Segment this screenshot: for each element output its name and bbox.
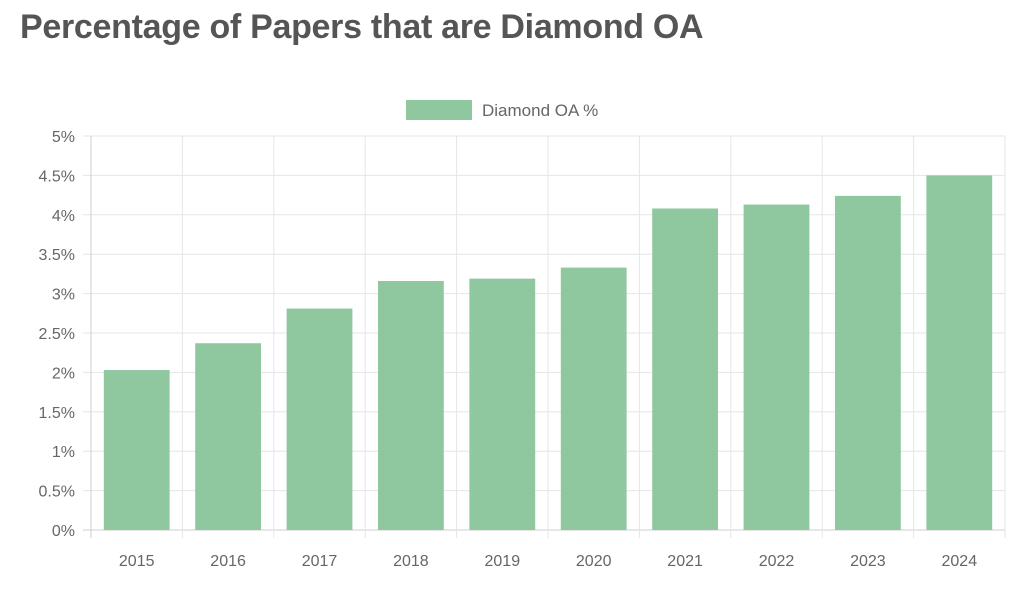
x-tick-label: 2018 bbox=[393, 553, 429, 570]
y-tick-label: 4% bbox=[52, 208, 75, 225]
bar-2023[interactable] bbox=[834, 195, 901, 530]
bar-2015[interactable] bbox=[103, 370, 170, 530]
chart-title: Percentage of Papers that are Diamond OA bbox=[20, 8, 704, 46]
bar-2017[interactable] bbox=[286, 308, 353, 530]
bar-2021[interactable] bbox=[652, 208, 719, 530]
y-tick-label: 1.5% bbox=[39, 405, 75, 422]
bars bbox=[103, 175, 993, 530]
x-tick-label: 2020 bbox=[576, 553, 612, 570]
legend[interactable]: Diamond OA % bbox=[406, 100, 598, 120]
x-tick-label: 2024 bbox=[942, 553, 978, 570]
y-tick-label: 0.5% bbox=[39, 484, 75, 501]
x-tick-label: 2016 bbox=[210, 553, 246, 570]
y-tick-label: 1% bbox=[52, 444, 75, 461]
y-tick-label: 2% bbox=[52, 365, 75, 382]
x-tick-label: 2022 bbox=[759, 553, 795, 570]
y-tick-label: 2.5% bbox=[39, 326, 75, 343]
x-tick-label: 2023 bbox=[850, 553, 886, 570]
bar-2024[interactable] bbox=[926, 175, 993, 530]
bar-2018[interactable] bbox=[377, 280, 444, 530]
bar-2019[interactable] bbox=[469, 278, 536, 530]
bar-2020[interactable] bbox=[560, 267, 627, 530]
x-tick-label: 2015 bbox=[119, 553, 155, 570]
legend-label: Diamond OA % bbox=[482, 101, 598, 120]
bar-2022[interactable] bbox=[743, 204, 810, 530]
x-tick-label: 2017 bbox=[302, 553, 338, 570]
legend-swatch bbox=[406, 100, 472, 120]
y-tick-label: 3% bbox=[52, 287, 75, 304]
y-tick-label: 0% bbox=[52, 523, 75, 540]
x-tick-label: 2019 bbox=[485, 553, 521, 570]
bar-2016[interactable] bbox=[195, 343, 262, 530]
y-tick-label: 5% bbox=[52, 129, 75, 146]
y-axis-ticks: 0% 0.5% 1% 1.5% 2% 2.5% 3% 3.5% 4% 4.5% 5% bbox=[39, 129, 75, 540]
x-axis-ticks: 2015 2016 2017 2018 2019 2020 2021 2022 2023 2024 bbox=[119, 553, 977, 570]
x-tick-label: 2021 bbox=[667, 553, 703, 570]
y-tick-label: 3.5% bbox=[39, 247, 75, 264]
y-tick-label: 4.5% bbox=[39, 168, 75, 185]
